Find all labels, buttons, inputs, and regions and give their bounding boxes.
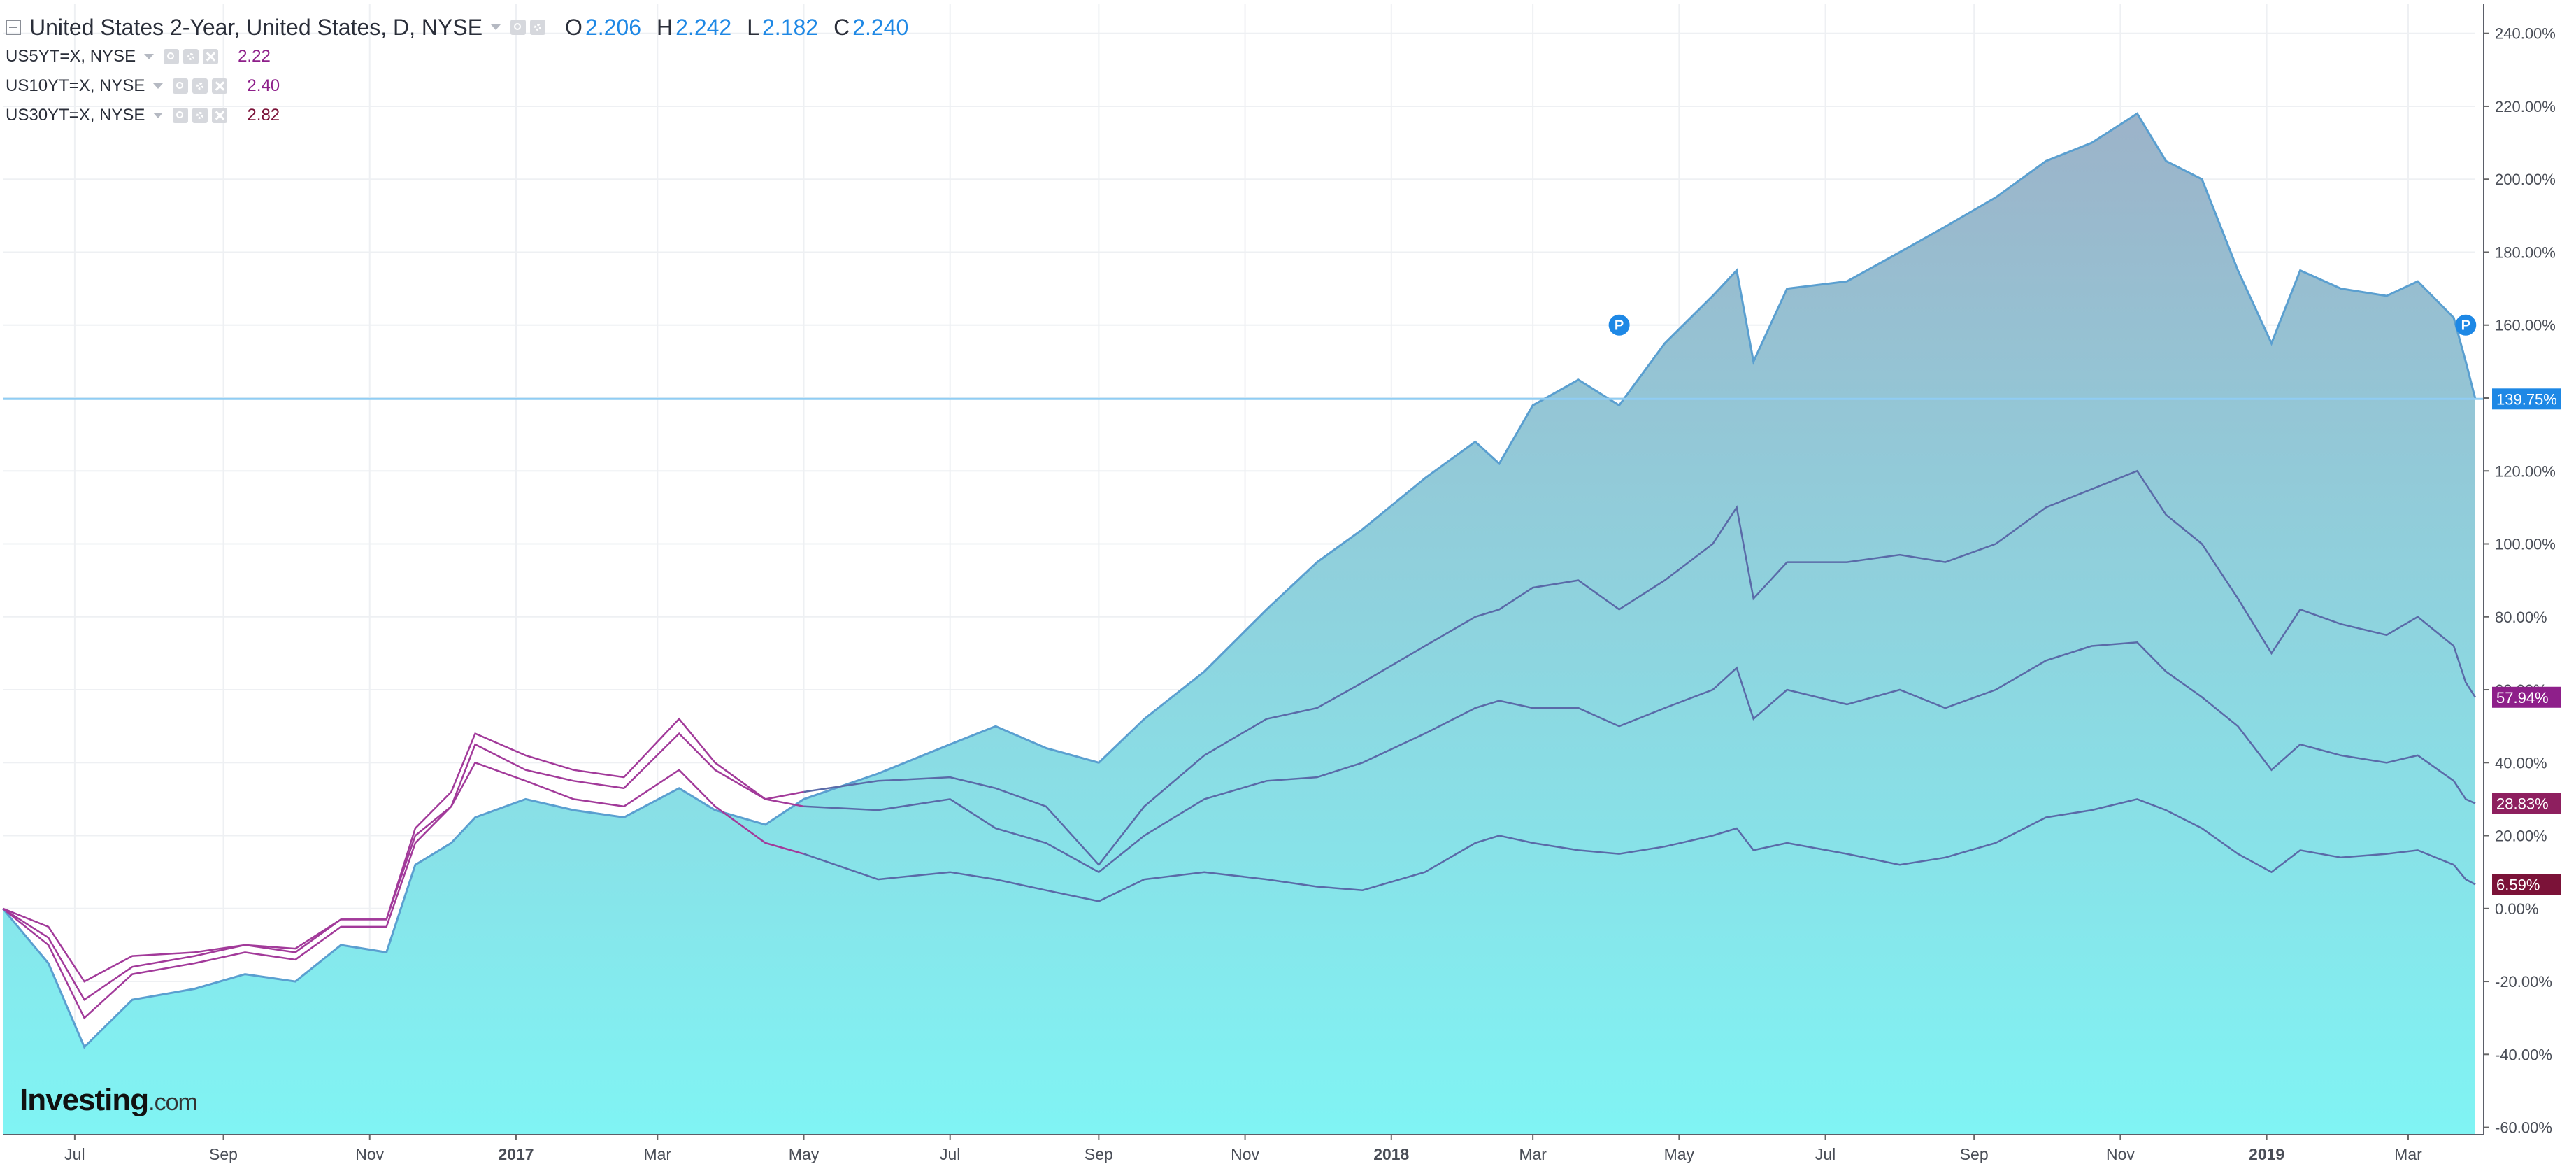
gear-icon[interactable] [530,20,546,35]
series-line-us5yt-early [2,732,804,1020]
x-tick-label: Jul [940,1145,960,1163]
x-tick-label: May [789,1145,820,1163]
x-tick-label: May [1664,1145,1695,1163]
y-tick-label: -20.00% [2495,973,2552,991]
x-tick-label: Jul [64,1145,85,1163]
chevron-down-icon[interactable] [491,24,501,30]
chevron-down-icon[interactable] [153,83,164,89]
y-tick-label: 0.00% [2495,900,2538,918]
open-value: 2.206 [585,14,642,40]
y-tick-label: 200.00% [2495,171,2556,188]
legend-row-us30yt[interactable]: US30YT=X, NYSE 2.82 [6,101,908,130]
p-marker-icon [2455,314,2477,336]
chevron-down-icon[interactable] [153,113,164,118]
comparison-value: 2.40 [247,76,280,95]
comparison-value: 2.22 [238,47,271,66]
legend-row-us10yt[interactable]: US10YT=X, NYSE 2.40 [6,71,908,101]
price-badge [2492,686,2561,708]
high-value: 2.242 [675,14,732,40]
series-line-us2y [1,112,2477,1049]
eye-icon[interactable] [510,20,527,35]
y-tick-label: 100.00% [2495,536,2556,553]
y-tick-label: 240.00% [2495,25,2556,43]
x-tick-label: 2017 [498,1145,534,1163]
y-tick-label: 20.00% [2495,828,2547,845]
p-marker-icon [1608,314,1630,336]
low-label: L [747,14,759,40]
close-label: C [833,14,850,40]
open-label: O [565,14,582,40]
price-badge [2492,388,2561,410]
p-marker-label: P [2461,318,2470,334]
x-tick-label: Sep [209,1145,238,1163]
high-label: H [657,14,673,40]
x-tick-label: Nov [2106,1145,2135,1163]
x-tick-label: 2019 [2249,1145,2284,1163]
series-area-us2y [3,113,2475,1135]
price-badge-label: 139.75% [2496,390,2557,408]
p-marker-label: P [1615,318,1624,334]
price-badge-label: 28.83% [2496,795,2549,813]
comparison-value: 2.82 [247,106,280,125]
low-value: 2.182 [762,14,819,40]
close-icon[interactable] [203,49,219,64]
y-tick-label: 40.00% [2495,754,2547,772]
gear-icon[interactable] [192,108,208,123]
eye-icon[interactable] [173,108,189,123]
comparison-symbol: US5YT=X, NYSE [6,47,136,66]
logo-text: Investing [20,1083,149,1117]
eye-icon[interactable] [164,49,180,64]
eye-icon[interactable] [173,78,189,94]
legend-main-row[interactable]: United States 2-Year, United States, D, … [6,13,908,42]
y-tick-label: 180.00% [2495,243,2556,261]
comparison-symbol: US10YT=X, NYSE [6,76,145,95]
close-icon[interactable] [212,108,228,123]
price-badge [2492,793,2561,814]
x-tick-label: Mar [2394,1145,2422,1163]
price-badge-label: 6.59% [2496,876,2540,893]
x-tick-label: Mar [1519,1145,1547,1163]
price-badge-label: 57.94% [2496,689,2549,707]
y-tick-label: 120.00% [2495,462,2556,480]
collapse-icon[interactable] [6,20,21,35]
chevron-down-icon[interactable] [144,54,155,59]
logo-suffix: .com [148,1089,198,1116]
price-badge [2492,874,2561,895]
investing-logo: Investing.com [20,1083,198,1118]
legend-row-us5yt[interactable]: US5YT=X, NYSE 2.22 [6,42,908,71]
x-tick-label: Nov [355,1145,384,1163]
comparison-symbol: US30YT=X, NYSE [6,106,145,125]
x-tick-label: Sep [1085,1145,1113,1163]
y-tick-label: -40.00% [2495,1046,2552,1063]
close-icon[interactable] [212,78,228,94]
series-line-us10yt-early [2,717,804,1001]
chart-legend: United States 2-Year, United States, D, … [6,13,908,130]
y-tick-label: 160.00% [2495,317,2556,334]
series-line-us30yt-early [2,761,804,983]
series-line-us30yt [803,798,2476,902]
gear-icon[interactable] [183,49,199,64]
gear-icon[interactable] [192,78,208,94]
main-series-title: United States 2-Year, United States, D, … [29,14,483,40]
series-line-us5yt [803,469,2477,867]
x-tick-label: Sep [1960,1145,1989,1163]
x-tick-label: Nov [1231,1145,1259,1163]
y-tick-label: 220.00% [2495,98,2556,115]
series-line-us10yt [803,641,2476,874]
x-tick-label: Jul [1815,1145,1836,1163]
close-value: 2.240 [852,14,909,40]
y-tick-label: -60.00% [2495,1119,2552,1137]
y-tick-label: 80.00% [2495,609,2547,626]
x-tick-label: Mar [643,1145,671,1163]
x-tick-label: 2018 [1373,1145,1409,1163]
